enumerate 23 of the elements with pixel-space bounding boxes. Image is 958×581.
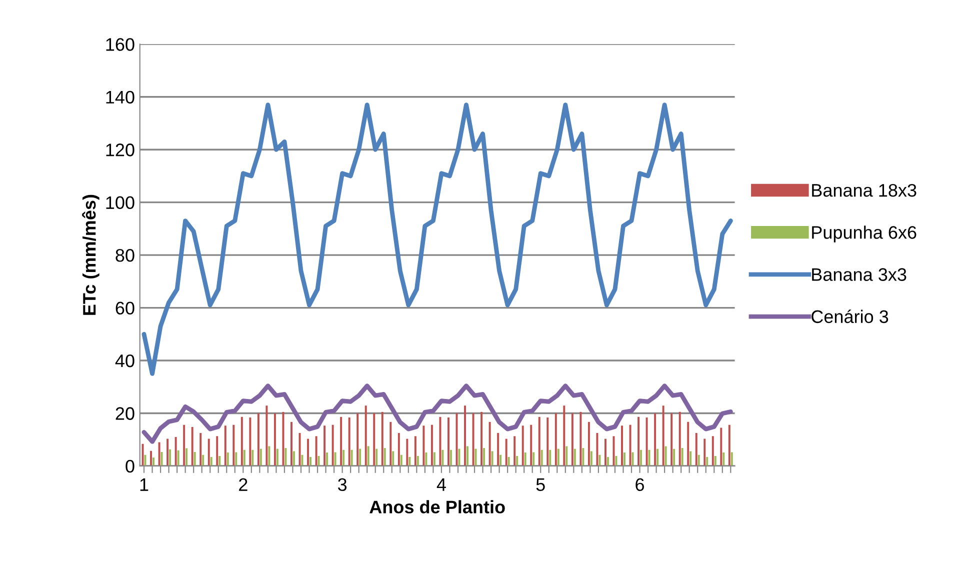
y-tick-label: 0 — [126, 460, 134, 473]
legend-label: Banana 3x3 — [812, 268, 906, 281]
line-series — [142, 102, 733, 376]
x-tick-label: 2 — [239, 478, 248, 491]
y-tick-label: 140 — [106, 90, 134, 104]
legend-label: Cenário 3 — [812, 310, 888, 324]
x-tick-label: 5 — [536, 478, 545, 492]
y-tick-label: 100 — [106, 196, 134, 210]
y-tick-label: 120 — [106, 144, 134, 156]
legend-label: Pupunha 6x6 — [812, 226, 916, 242]
line-series — [142, 384, 733, 444]
y-tick-label: 40 — [115, 354, 134, 368]
x-tick-label: 1 — [140, 478, 148, 491]
legend-label: Banana 18x3 — [812, 184, 916, 197]
x-axis-title: Anos de Plantio — [370, 500, 505, 514]
x-tick-label: 6 — [636, 478, 644, 492]
x-tick-label: 3 — [338, 478, 347, 492]
y-tick-label: 80 — [116, 248, 134, 262]
y-axis-title: ETc (mm/mês) — [82, 194, 100, 315]
y-tick-label: 20 — [116, 407, 134, 420]
y-tick-label: 160 — [106, 38, 134, 51]
x-tick-label: 4 — [436, 478, 446, 491]
y-tick-label: 60 — [116, 302, 134, 315]
